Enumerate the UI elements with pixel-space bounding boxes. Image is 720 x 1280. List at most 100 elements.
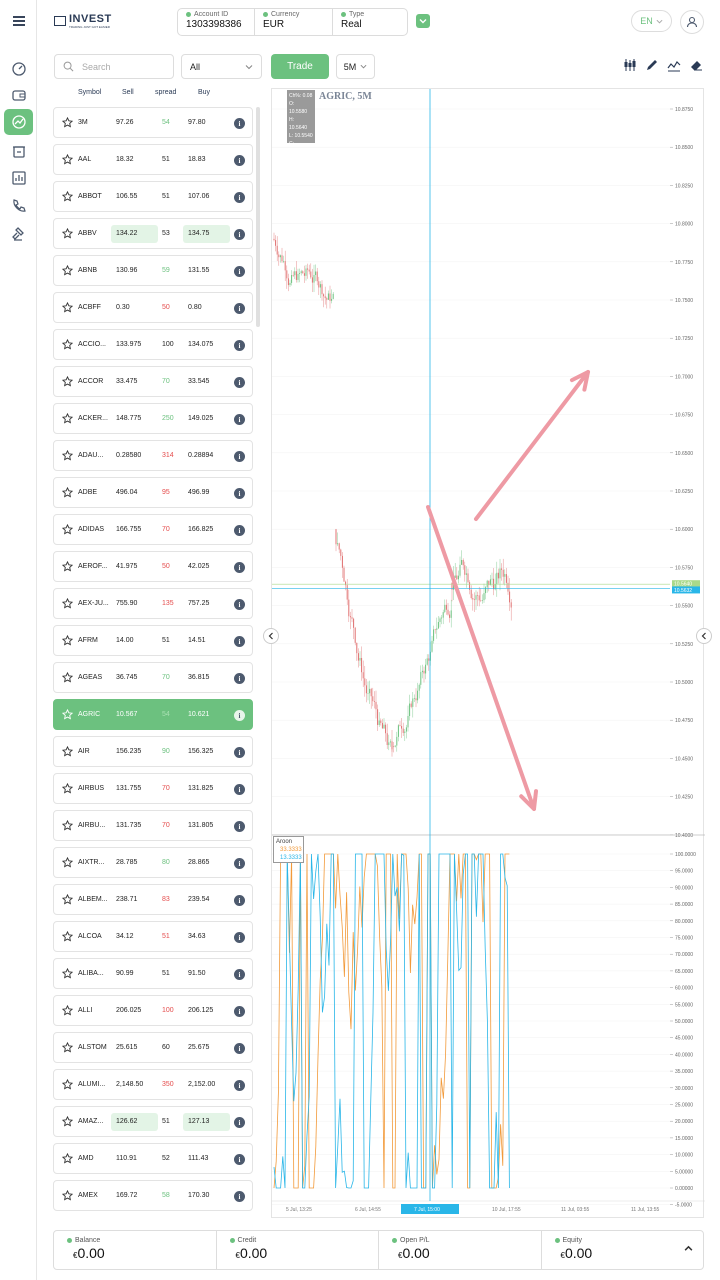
star-favorite-icon[interactable] (61, 264, 74, 276)
sell-price-button[interactable]: 110.91 (116, 1155, 137, 1162)
buy-price-button[interactable]: 131.55 (188, 267, 210, 274)
pencil-draw-icon[interactable] (645, 58, 659, 72)
sell-price-button[interactable]: 106.55 (116, 193, 138, 200)
sell-price-button[interactable]: 169.72 (116, 1192, 138, 1199)
star-favorite-icon[interactable] (61, 116, 74, 128)
watchlist-row[interactable]: AIR 156.235 90 156.325 i (53, 736, 253, 767)
buy-price-button[interactable]: 91.50 (188, 970, 206, 977)
star-favorite-icon[interactable] (61, 597, 74, 609)
buy-price-button[interactable]: 18.83 (188, 156, 206, 163)
watchlist-row[interactable]: AIRBUS 131.755 70 131.825 i (53, 773, 253, 804)
sell-price-button[interactable]: 166.755 (116, 526, 142, 533)
watchlist-row[interactable]: AFRM 14.00 51 14.51 i (53, 625, 253, 656)
watchlist-row[interactable]: ALCOA 34.12 51 34.63 i (53, 921, 253, 952)
info-icon[interactable]: i (234, 858, 245, 869)
star-favorite-icon[interactable] (61, 634, 74, 646)
watchlist-row[interactable]: ALBEM... 238.71 83 239.54 i (53, 884, 253, 915)
indicators-icon[interactable] (667, 58, 681, 72)
buy-price-button[interactable]: 111.43 (188, 1155, 209, 1162)
buy-price-button[interactable]: 134.075 (188, 341, 214, 348)
info-icon[interactable]: i (234, 340, 245, 351)
info-icon[interactable]: i (234, 1117, 245, 1128)
buy-price-button[interactable]: 107.06 (188, 193, 210, 200)
price-chart[interactable]: 10.8750 10.8500 10.8250 10.8000 10.7750 10.75… (271, 88, 705, 1218)
buy-price-button[interactable]: 131.825 (188, 785, 214, 792)
watchlist-row[interactable]: ACCOR 33.475 70 33.545 i (53, 366, 253, 397)
star-favorite-icon[interactable] (61, 819, 74, 831)
search-input[interactable] (80, 60, 160, 73)
timeframe-select[interactable]: 5M (336, 54, 375, 79)
info-icon[interactable]: i (234, 303, 245, 314)
info-icon[interactable]: i (234, 155, 245, 166)
info-icon[interactable]: i (234, 525, 245, 536)
info-icon[interactable]: i (234, 1080, 245, 1091)
buy-price-button[interactable]: 757.25 (188, 600, 210, 607)
buy-price-button[interactable]: 25.675 (188, 1044, 210, 1051)
info-icon[interactable]: i (234, 747, 245, 758)
sell-price-button[interactable]: 156.235 (116, 748, 142, 755)
star-favorite-icon[interactable] (61, 708, 74, 720)
star-favorite-icon[interactable] (61, 412, 74, 424)
star-favorite-icon[interactable] (61, 190, 74, 202)
sell-price-button[interactable]: 496.04 (116, 489, 138, 496)
buy-price-button[interactable]: 156.325 (188, 748, 214, 755)
star-favorite-icon[interactable] (61, 1078, 74, 1090)
star-favorite-icon[interactable] (61, 338, 74, 350)
sell-price-button[interactable]: 131.755 (116, 785, 142, 792)
buy-price-button[interactable]: 170.30 (188, 1192, 210, 1199)
sell-price-button[interactable]: 148.775 (116, 415, 142, 422)
sell-price-button[interactable]: 25.615 (116, 1044, 138, 1051)
star-favorite-icon[interactable] (61, 671, 74, 683)
info-icon[interactable]: i (234, 451, 245, 462)
trade-button[interactable]: Trade (271, 54, 329, 79)
star-favorite-icon[interactable] (61, 1004, 74, 1016)
buy-price-button[interactable]: 0.80 (188, 304, 202, 311)
buy-price-button[interactable]: 239.54 (188, 896, 210, 903)
sell-price-button[interactable]: 90.99 (116, 970, 134, 977)
language-selector[interactable]: EN (631, 10, 672, 32)
buy-price-button[interactable]: 127.13 (183, 1113, 230, 1131)
sell-price-button[interactable]: 130.96 (116, 267, 138, 274)
watchlist-row[interactable]: ABBOT 106.55 51 107.06 i (53, 181, 253, 212)
watchlist-row[interactable]: ACKER... 148.775 250 149.025 i (53, 403, 253, 434)
watchlist-row[interactable]: AGRIC 10.567 54 10.621 i (53, 699, 253, 730)
star-favorite-icon[interactable] (61, 782, 74, 794)
deposit-icon[interactable] (4, 138, 33, 164)
watchlist-row[interactable]: ACCIO... 133.975 100 134.075 i (53, 329, 253, 360)
info-icon[interactable]: i (234, 192, 245, 203)
info-icon[interactable]: i (234, 784, 245, 795)
star-favorite-icon[interactable] (61, 301, 74, 313)
star-favorite-icon[interactable] (61, 375, 74, 387)
star-favorite-icon[interactable] (61, 893, 74, 905)
eraser-icon[interactable] (689, 58, 703, 72)
info-icon[interactable]: i (234, 932, 245, 943)
watchlist-row[interactable]: AIXTR... 28.785 80 28.865 i (53, 847, 253, 878)
star-favorite-icon[interactable] (61, 1189, 74, 1201)
buy-price-button[interactable]: 36.815 (188, 674, 210, 681)
buy-price-button[interactable]: 42.025 (188, 563, 210, 570)
sell-price-button[interactable]: 755.90 (116, 600, 138, 607)
watchlist-row[interactable]: ADBE 496.04 95 496.99 i (53, 477, 253, 508)
watchlist-row[interactable]: ALLI 206.025 100 206.125 i (53, 995, 253, 1026)
watchlist-row[interactable]: AEX-JU... 755.90 135 757.25 i (53, 588, 253, 619)
trading-icon[interactable] (4, 109, 33, 135)
watchlist-row[interactable]: AGEAS 36.745 70 36.815 i (53, 662, 253, 693)
watchlist-row[interactable]: AEROF... 41.975 50 42.025 i (53, 551, 253, 582)
candlestick-icon[interactable] (623, 58, 637, 72)
info-icon[interactable]: i (234, 1154, 245, 1165)
sell-price-button[interactable]: 10.567 (116, 711, 138, 718)
info-icon[interactable]: i (234, 377, 245, 388)
buy-price-button[interactable]: 206.125 (188, 1007, 214, 1014)
watchlist-row[interactable]: ADAU... 0.28580 314 0.28894 i (53, 440, 253, 471)
sell-price-button[interactable]: 41.975 (116, 563, 138, 570)
collapse-left-button[interactable] (263, 628, 279, 644)
star-favorite-icon[interactable] (61, 153, 74, 165)
info-icon[interactable]: i (234, 1043, 245, 1054)
category-filter-select[interactable]: All (181, 54, 262, 79)
sell-price-button[interactable]: 134.22 (111, 225, 158, 243)
sell-price-button[interactable]: 0.30 (116, 304, 130, 311)
legal-hammer-icon[interactable] (4, 221, 33, 247)
info-icon[interactable]: i (234, 118, 245, 129)
buy-price-button[interactable]: 166.825 (188, 526, 214, 533)
buy-price-button[interactable]: 14.51 (188, 637, 206, 644)
